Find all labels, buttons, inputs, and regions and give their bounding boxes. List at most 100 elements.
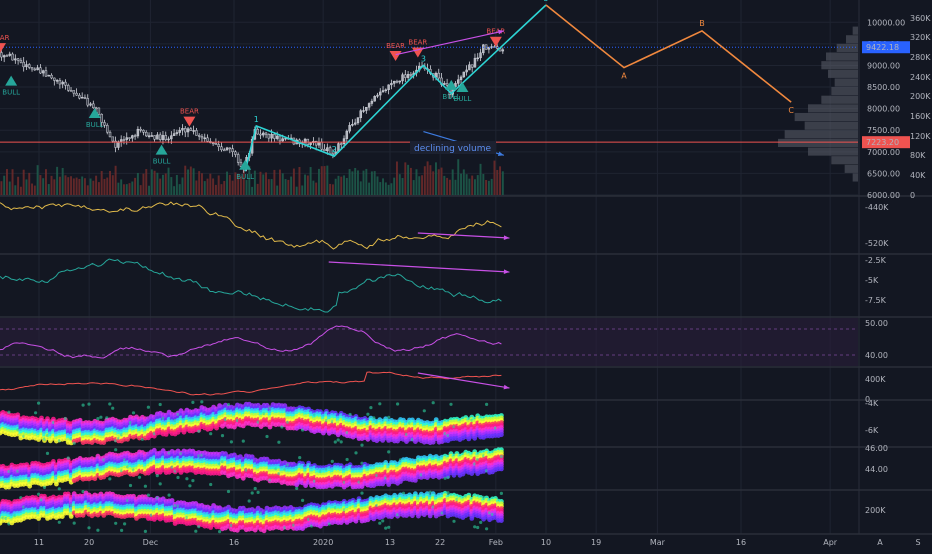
candle-body[interactable] bbox=[14, 59, 16, 60]
candle-body[interactable] bbox=[468, 65, 470, 70]
candle-body[interactable] bbox=[17, 59, 19, 60]
candle-body[interactable] bbox=[410, 74, 412, 75]
candle-body[interactable] bbox=[9, 54, 11, 55]
candle-body[interactable] bbox=[195, 130, 197, 135]
vol-osc-tick-label[interactable]: 400K bbox=[865, 375, 886, 384]
obv-tick-label[interactable]: -440K bbox=[865, 203, 889, 212]
candle-body[interactable] bbox=[279, 136, 281, 141]
candle-body[interactable] bbox=[385, 90, 387, 91]
candle-body[interactable] bbox=[187, 129, 189, 132]
candle-body[interactable] bbox=[390, 83, 392, 85]
candle-body[interactable] bbox=[282, 139, 284, 141]
candle-body[interactable] bbox=[154, 136, 156, 140]
candle-body[interactable] bbox=[162, 135, 164, 139]
candle-body[interactable] bbox=[140, 129, 142, 130]
candle-body[interactable] bbox=[84, 97, 86, 98]
candle-body[interactable] bbox=[273, 134, 275, 138]
candle-body[interactable] bbox=[343, 139, 345, 144]
obv-tick-label[interactable]: -520K bbox=[865, 239, 889, 248]
adl-tick-label[interactable]: -7.5K bbox=[865, 296, 887, 305]
candle-body[interactable] bbox=[482, 45, 484, 53]
candle-body[interactable] bbox=[156, 135, 158, 139]
candle-body[interactable] bbox=[134, 136, 136, 137]
candle-body[interactable] bbox=[349, 125, 351, 131]
candle-body[interactable] bbox=[23, 62, 25, 67]
candle-body[interactable] bbox=[388, 85, 390, 90]
candle-body[interactable] bbox=[53, 78, 55, 80]
candle-body[interactable] bbox=[466, 70, 468, 72]
candle-body[interactable] bbox=[351, 124, 353, 125]
candle-body[interactable] bbox=[223, 150, 225, 151]
candle-body[interactable] bbox=[326, 148, 328, 151]
candle-body[interactable] bbox=[480, 53, 482, 58]
candle-body[interactable] bbox=[232, 149, 234, 152]
candle-body[interactable] bbox=[70, 90, 72, 91]
candle-body[interactable] bbox=[310, 143, 312, 145]
candle-body[interactable] bbox=[165, 135, 167, 139]
candle-body[interactable] bbox=[98, 108, 100, 114]
candle-body[interactable] bbox=[229, 148, 231, 149]
ribbon-two-tick-label[interactable]: 44.00 bbox=[865, 465, 888, 474]
candle-body[interactable] bbox=[90, 104, 92, 105]
candle-body[interactable] bbox=[321, 142, 323, 149]
candle-body[interactable] bbox=[404, 75, 406, 78]
candle-body[interactable] bbox=[73, 90, 75, 93]
candle-body[interactable] bbox=[76, 93, 78, 95]
ribbon-one-tick-label[interactable]: -6K bbox=[865, 426, 879, 435]
candle-body[interactable] bbox=[131, 136, 133, 139]
candle-body[interactable] bbox=[226, 148, 228, 150]
candle-body[interactable] bbox=[340, 144, 342, 145]
candle-body[interactable] bbox=[103, 122, 105, 125]
candle-body[interactable] bbox=[276, 136, 278, 139]
candle-body[interactable] bbox=[78, 95, 80, 98]
candle-body[interactable] bbox=[443, 83, 445, 84]
candle-body[interactable] bbox=[173, 134, 175, 136]
candle-body[interactable] bbox=[220, 147, 222, 150]
candle-body[interactable] bbox=[95, 108, 97, 109]
candle-body[interactable] bbox=[396, 81, 398, 82]
candle-body[interactable] bbox=[56, 80, 58, 81]
candle-body[interactable] bbox=[460, 77, 462, 80]
candle-body[interactable] bbox=[496, 47, 498, 49]
candle-body[interactable] bbox=[215, 143, 217, 144]
declining-volume-annotation[interactable]: declining volume bbox=[414, 144, 491, 154]
candle-body[interactable] bbox=[374, 96, 376, 101]
ribbon-one-tick-label[interactable]: -4K bbox=[865, 399, 879, 408]
candle-body[interactable] bbox=[109, 132, 111, 137]
candle-body[interactable] bbox=[51, 75, 53, 78]
candle-body[interactable] bbox=[399, 81, 401, 82]
candle-body[interactable] bbox=[168, 139, 170, 140]
candle-body[interactable] bbox=[265, 133, 267, 134]
candle-body[interactable] bbox=[3, 56, 5, 58]
candle-body[interactable] bbox=[474, 58, 476, 67]
adl-tick-label[interactable]: -2.5K bbox=[865, 256, 887, 265]
candle-body[interactable] bbox=[382, 91, 384, 92]
candle-body[interactable] bbox=[112, 137, 114, 141]
candle-body[interactable] bbox=[257, 129, 259, 134]
candle-body[interactable] bbox=[207, 138, 209, 142]
candle-body[interactable] bbox=[262, 133, 264, 135]
candle-body[interactable] bbox=[354, 123, 356, 124]
candle-body[interactable] bbox=[59, 80, 61, 84]
ribbon-two-tick-label[interactable]: 46.00 bbox=[865, 444, 888, 453]
candle-body[interactable] bbox=[39, 68, 41, 73]
candle-body[interactable] bbox=[212, 143, 214, 144]
candle-body[interactable] bbox=[357, 118, 359, 123]
candle-body[interactable] bbox=[371, 101, 373, 103]
candle-body[interactable] bbox=[268, 134, 270, 138]
candle-body[interactable] bbox=[259, 134, 261, 135]
candle-body[interactable] bbox=[20, 60, 22, 62]
candle-body[interactable] bbox=[34, 69, 36, 70]
candle-body[interactable] bbox=[365, 107, 367, 110]
candle-body[interactable] bbox=[402, 75, 404, 81]
candle-body[interactable] bbox=[87, 98, 89, 105]
candle-body[interactable] bbox=[129, 138, 131, 139]
candle-body[interactable] bbox=[170, 136, 172, 139]
candle-body[interactable] bbox=[145, 132, 147, 136]
candle-body[interactable] bbox=[176, 133, 178, 134]
candle-body[interactable] bbox=[463, 72, 465, 77]
candle-body[interactable] bbox=[28, 65, 30, 68]
candle-body[interactable] bbox=[204, 138, 206, 139]
